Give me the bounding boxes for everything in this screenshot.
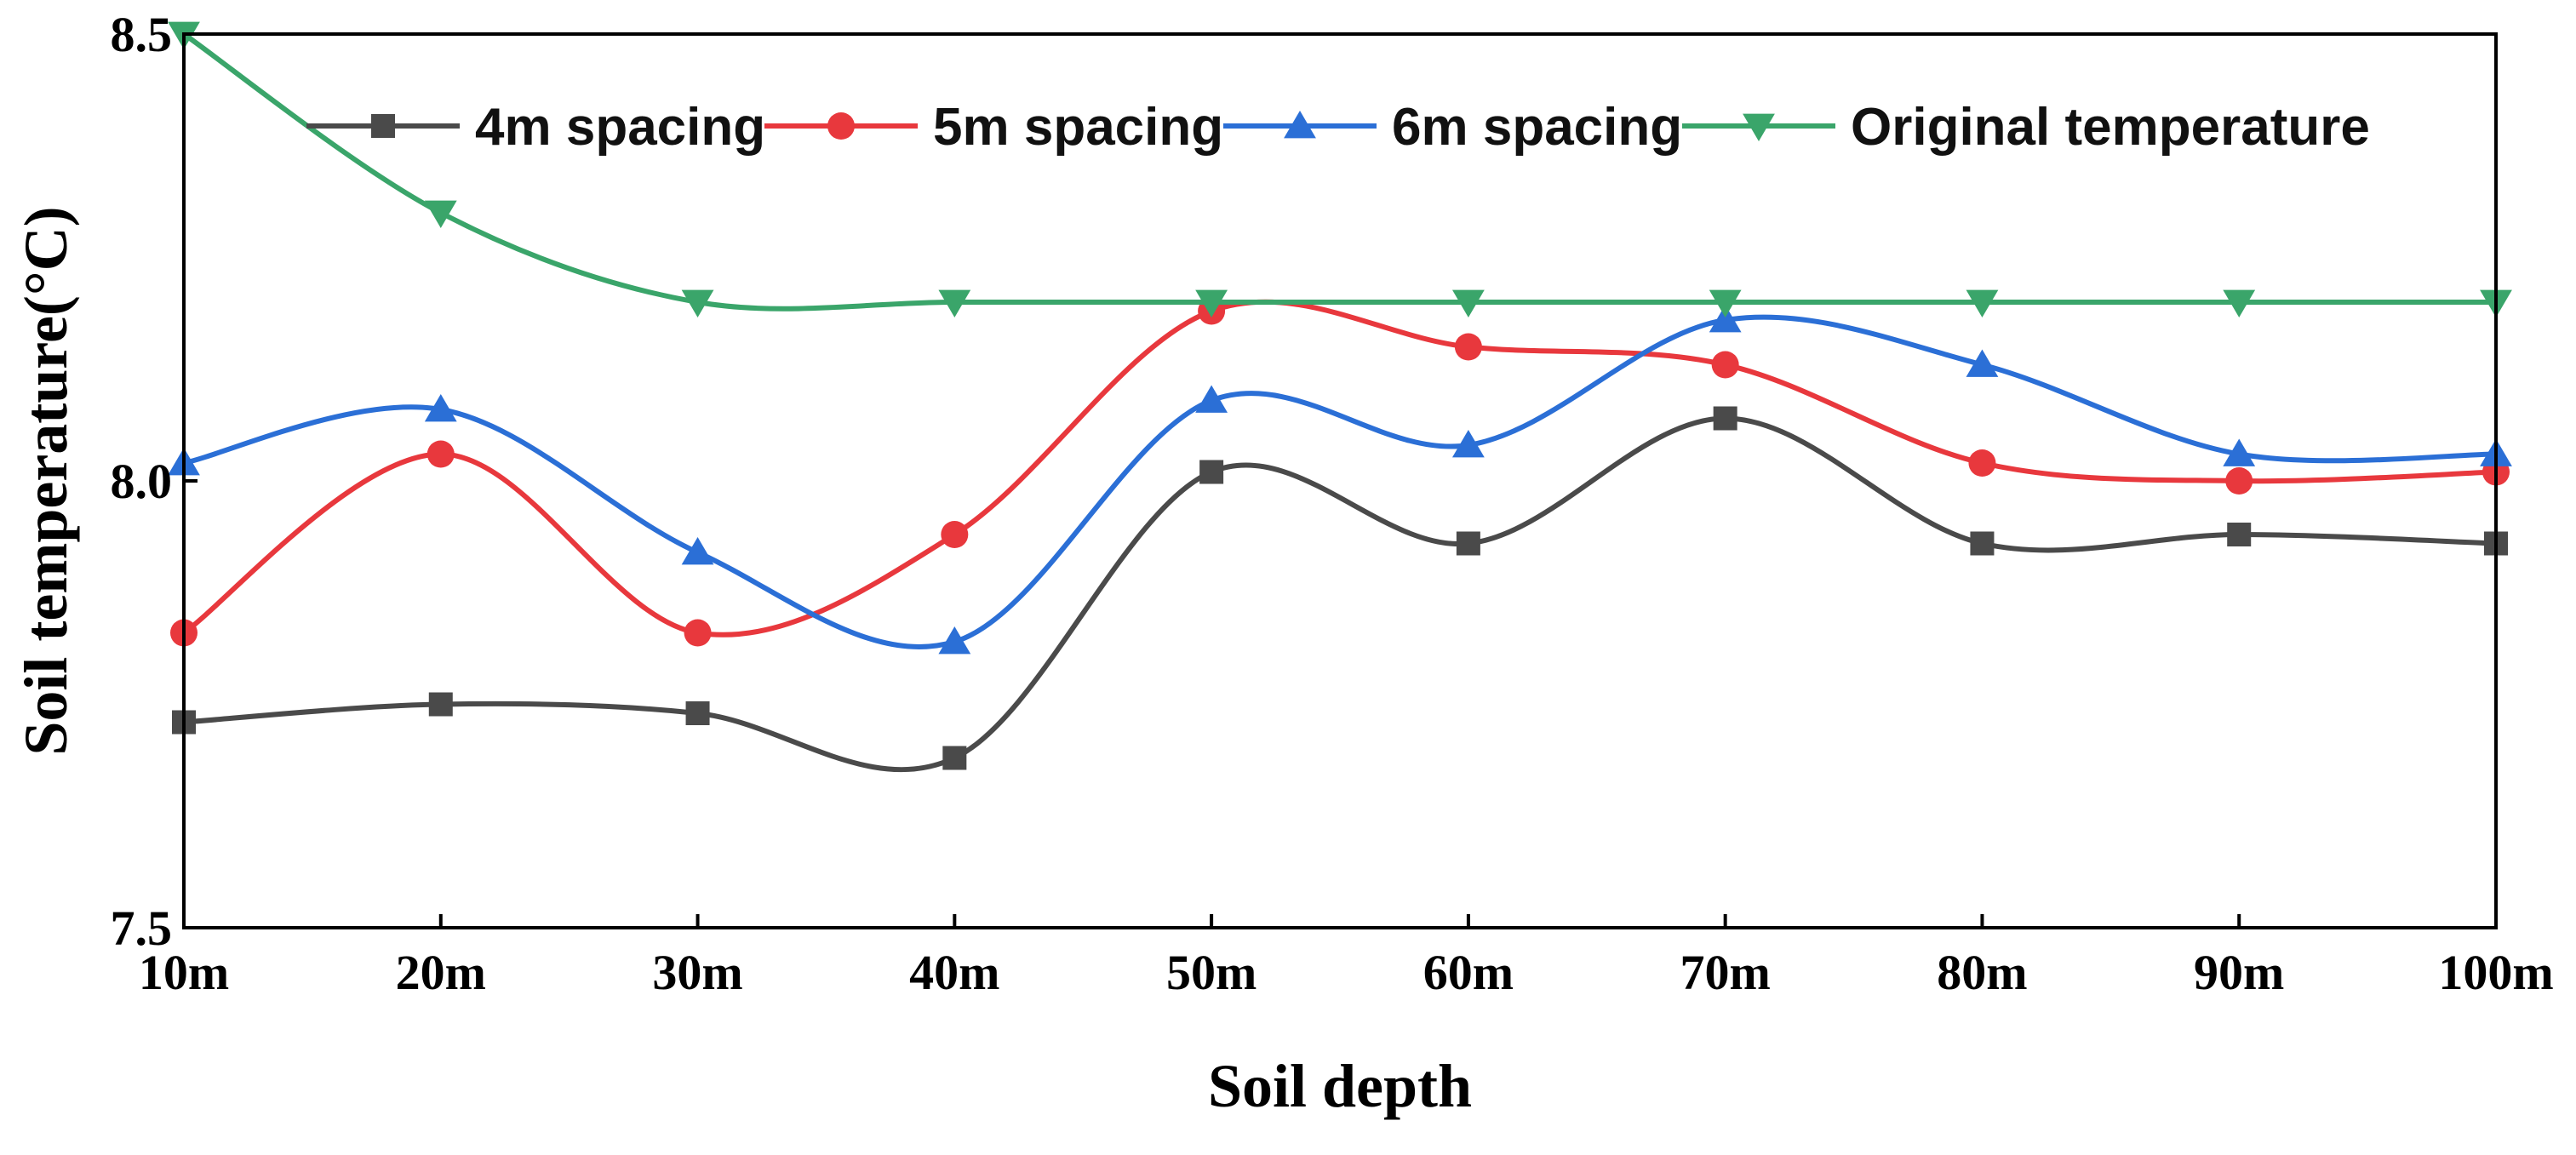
data-point bbox=[1454, 333, 1482, 361]
data-point bbox=[1966, 289, 1999, 317]
data-point bbox=[1968, 449, 1996, 477]
series-line bbox=[182, 31, 2496, 312]
series-6m-spacing bbox=[168, 305, 2512, 655]
y-tick-label: 7.5 bbox=[111, 901, 173, 956]
ticks-layer: 10m 20m 30m 40m 50m 60m 70m 80m 90m 100m 7.5 8.0 8.5 bbox=[111, 7, 2554, 1000]
data-point bbox=[1195, 385, 1228, 413]
series-layer bbox=[168, 21, 2512, 773]
y-axis-title: Soil temperature(°C) bbox=[12, 206, 80, 755]
data-point bbox=[1970, 531, 1995, 556]
legend-item: Original temperature bbox=[1682, 98, 2370, 157]
x-tick-label: 60m bbox=[1423, 945, 1514, 1000]
legend-item: 5m spacing bbox=[764, 98, 1223, 157]
data-point bbox=[1966, 349, 1999, 377]
data-point bbox=[1709, 305, 1742, 333]
x-tick-label: 50m bbox=[1166, 945, 1257, 1000]
legend-label: 5m spacing bbox=[933, 98, 1223, 157]
data-point bbox=[681, 289, 714, 317]
data-point bbox=[2225, 467, 2253, 495]
y-tick-label: 8.5 bbox=[111, 7, 173, 62]
legend-label: Original temperature bbox=[1851, 98, 2370, 157]
x-tick-label: 100m bbox=[2438, 945, 2553, 1000]
data-point bbox=[685, 701, 710, 725]
data-point bbox=[938, 289, 971, 317]
legend: 4m spacing 5m spacing 6m spacing Original t… bbox=[306, 98, 2370, 157]
data-point bbox=[1456, 531, 1480, 556]
data-point bbox=[424, 200, 457, 228]
x-tick-label: 30m bbox=[652, 945, 742, 1000]
series-line bbox=[183, 314, 2497, 649]
data-point bbox=[1713, 406, 1737, 431]
series-line bbox=[183, 415, 2497, 773]
x-tick-label: 10m bbox=[139, 945, 229, 1000]
data-point bbox=[1709, 289, 1742, 317]
legend-marker bbox=[1743, 113, 1775, 141]
data-point bbox=[684, 619, 712, 647]
legend-label: 6m spacing bbox=[1392, 98, 1682, 157]
y-tick-label: 8.0 bbox=[111, 454, 173, 509]
legend-marker bbox=[827, 112, 855, 140]
x-tick-label: 80m bbox=[1937, 945, 2027, 1000]
series-4m-spacing bbox=[172, 406, 2508, 773]
data-point bbox=[938, 626, 971, 655]
data-point bbox=[2223, 438, 2256, 466]
data-point bbox=[1711, 351, 1739, 379]
data-point bbox=[1199, 460, 1224, 484]
data-point bbox=[1195, 289, 1228, 317]
data-point bbox=[428, 692, 453, 717]
data-point bbox=[681, 537, 714, 565]
legend-marker bbox=[1284, 111, 1316, 139]
legend-marker bbox=[371, 114, 395, 138]
data-point bbox=[424, 394, 457, 422]
data-point bbox=[426, 440, 455, 468]
data-point bbox=[941, 521, 969, 548]
data-point bbox=[2223, 289, 2256, 317]
legend-label: 4m spacing bbox=[475, 98, 765, 157]
x-tick-label: 40m bbox=[909, 945, 999, 1000]
data-point bbox=[1451, 430, 1485, 458]
legend-item: 4m spacing bbox=[306, 98, 765, 157]
data-point bbox=[942, 746, 967, 770]
x-tick-label: 90m bbox=[2194, 945, 2284, 1000]
series-original-temperature bbox=[168, 21, 2512, 317]
legend-item: 6m spacing bbox=[1223, 98, 1682, 157]
x-axis-title: Soil depth bbox=[1208, 1052, 1472, 1120]
x-tick-label: 70m bbox=[1680, 945, 1771, 1000]
data-point bbox=[1451, 289, 1485, 317]
data-point bbox=[2227, 523, 2252, 546]
x-tick-label: 20m bbox=[396, 945, 486, 1000]
